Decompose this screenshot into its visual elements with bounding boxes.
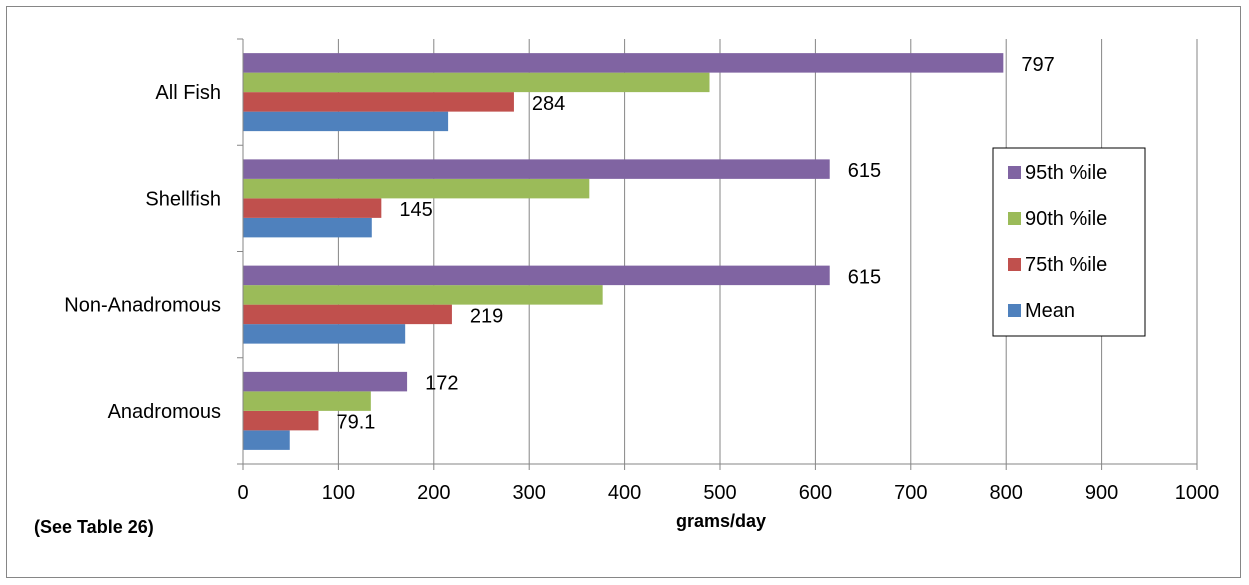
bar-shellfish-95th-ile xyxy=(243,159,830,179)
x-tick-label-800: 800 xyxy=(990,482,1023,504)
bar-all-fish-90th-ile xyxy=(243,72,710,93)
legend-label-95th-ile: 95th %ile xyxy=(1025,162,1107,184)
x-tick-label-300: 300 xyxy=(513,482,546,504)
data-label-all-fish-75th-ile: 284 xyxy=(532,93,565,115)
x-tick-label-900: 900 xyxy=(1085,482,1118,504)
x-tick-label-0: 0 xyxy=(237,482,248,504)
bar-shellfish-90th-ile xyxy=(243,178,590,199)
data-labels: 79.1 172 219 615 145 615 284 797 xyxy=(336,54,1054,434)
data-label-non-anadromous-95th-ile: 615 xyxy=(848,266,881,288)
data-label-anadromous-75th-ile: 79.1 xyxy=(336,412,375,434)
bar-anadromous-75th-ile xyxy=(243,410,319,431)
x-tick-label-400: 400 xyxy=(608,482,641,504)
legend: 95th %ile 90th %ile 75th %ile Mean xyxy=(992,147,1146,337)
data-label-shellfish-95th-ile: 615 xyxy=(848,160,881,182)
data-label-anadromous-95th-ile: 172 xyxy=(425,373,458,395)
legend-label-mean: Mean xyxy=(1025,300,1075,322)
bar-non-anadromous-75th-ile xyxy=(243,304,452,325)
data-label-all-fish-95th-ile: 797 xyxy=(1021,54,1054,76)
x-tick-label-200: 200 xyxy=(417,482,450,504)
legend-swatch-mean xyxy=(1008,304,1021,317)
y-tick-label-anadromous: Anadromous xyxy=(108,401,221,423)
chart-frame: Anadromous Non-Anadromous Shellfish All Fis… xyxy=(6,6,1241,578)
bar-all-fish-mean xyxy=(243,111,449,132)
bar-shellfish-75th-ile xyxy=(243,198,382,218)
x-tick-label-500: 500 xyxy=(703,482,736,504)
x-tick-label-700: 700 xyxy=(894,482,927,504)
axes: Anadromous Non-Anadromous Shellfish All Fis… xyxy=(64,38,1220,504)
bar-anadromous-90th-ile xyxy=(243,391,371,411)
bar-non-anadromous-mean xyxy=(243,324,406,344)
x-tick-label-600: 600 xyxy=(799,482,832,504)
x-tick-label-100: 100 xyxy=(322,482,355,504)
bars xyxy=(243,53,1004,450)
chart-svg: Anadromous Non-Anadromous Shellfish All Fis… xyxy=(34,38,1220,537)
legend-swatch-95th-ile xyxy=(1008,166,1021,179)
bar-non-anadromous-95th-ile xyxy=(243,265,830,286)
legend-swatch-90th-ile xyxy=(1008,212,1021,225)
bar-anadromous-mean xyxy=(243,430,290,450)
x-tick-label-1000: 1000 xyxy=(1175,482,1220,504)
bar-all-fish-95th-ile xyxy=(243,53,1004,73)
table-note: (See Table 26) xyxy=(34,517,154,537)
bar-shellfish-mean xyxy=(243,217,372,238)
bar-anadromous-95th-ile xyxy=(243,371,408,392)
y-tick-label-non-anadromous: Non-Anadromous xyxy=(64,295,221,317)
data-label-shellfish-75th-ile: 145 xyxy=(399,199,432,221)
bar-all-fish-75th-ile xyxy=(243,92,514,112)
legend-label-90th-ile: 90th %ile xyxy=(1025,208,1107,230)
y-tick-label-shellfish: Shellfish xyxy=(145,188,221,210)
data-label-non-anadromous-75th-ile: 219 xyxy=(470,305,503,327)
bar-non-anadromous-90th-ile xyxy=(243,285,603,305)
y-tick-label-all-fish: All Fish xyxy=(155,82,221,104)
legend-swatch-75th-ile xyxy=(1008,258,1021,271)
legend-label-75th-ile: 75th %ile xyxy=(1025,254,1107,276)
x-axis-title: grams/day xyxy=(676,511,766,531)
